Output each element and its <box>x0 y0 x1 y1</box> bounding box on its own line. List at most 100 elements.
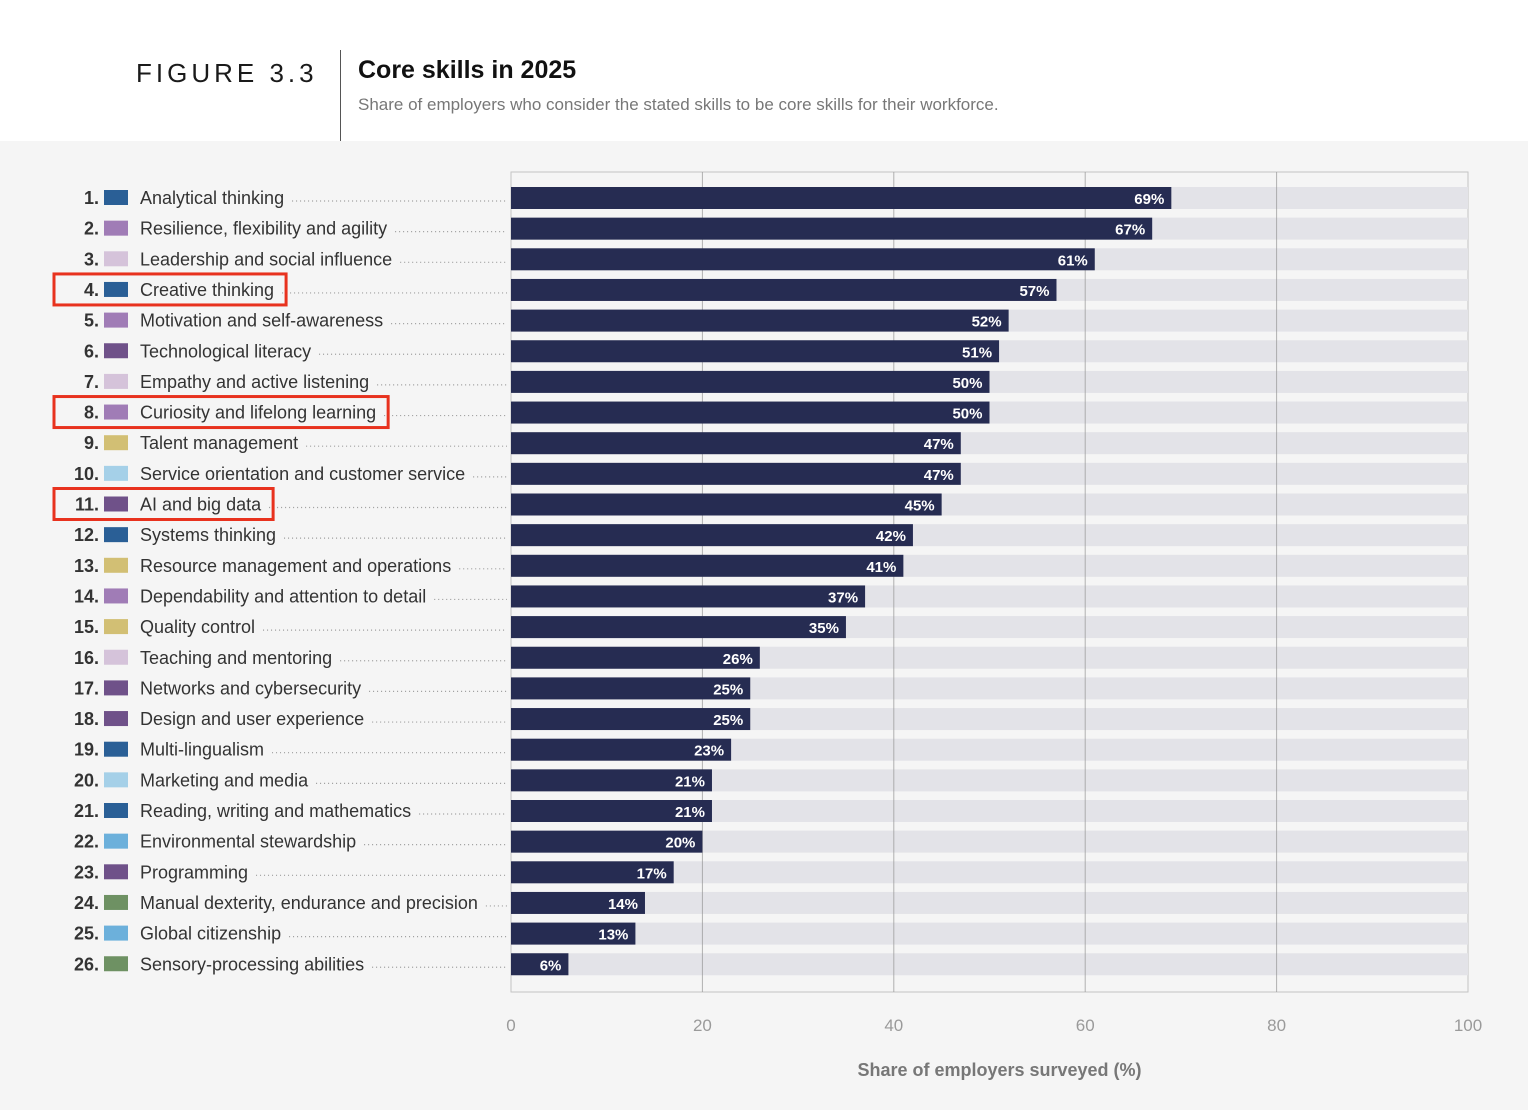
bar-track <box>511 861 1468 884</box>
bar-value-label: 25% <box>713 681 743 698</box>
bar-value-label: 51% <box>962 344 992 361</box>
bar-5 <box>511 309 1009 332</box>
bar-value-label: 41% <box>866 559 896 576</box>
plot-frame <box>510 171 1469 993</box>
bar-18 <box>511 708 751 731</box>
bar-value-label: 50% <box>952 406 982 423</box>
rank-number: 2. <box>84 219 99 239</box>
category-swatch <box>104 281 128 297</box>
category-swatch <box>104 680 128 696</box>
skill-label: Design and user experience <box>140 709 364 729</box>
bar-4 <box>511 278 1057 301</box>
bar-value-label: 26% <box>723 651 753 668</box>
bar-2 <box>511 217 1153 240</box>
skill-label: Quality control <box>140 617 255 637</box>
bar-25 <box>511 922 636 945</box>
category-swatch <box>104 312 128 328</box>
skill-label: Marketing and media <box>140 770 309 790</box>
category-swatch <box>104 803 128 818</box>
rank-number: 25. <box>74 924 99 944</box>
bar-value-label: 23% <box>694 743 724 760</box>
bar-26 <box>511 953 569 976</box>
rank-number: 18. <box>74 709 99 729</box>
skill-label: Empathy and active listening <box>140 372 369 392</box>
rank-number: 20. <box>74 770 99 790</box>
skill-label: Technological literacy <box>140 341 311 361</box>
skill-label: Dependability and attention to detail <box>140 586 426 606</box>
category-swatch <box>104 404 128 420</box>
category-swatch <box>104 251 128 267</box>
category-swatch <box>104 588 128 604</box>
bar-track <box>511 738 1468 761</box>
bar-20 <box>511 769 712 792</box>
skill-label: Programming <box>140 862 248 882</box>
bar-11 <box>511 493 942 516</box>
skill-label: Motivation and self-awareness <box>140 311 383 331</box>
bar-value-label: 67% <box>1115 222 1145 239</box>
skill-label: Networks and cybersecurity <box>140 678 361 698</box>
skill-label: Talent management <box>140 433 298 453</box>
bar-17 <box>511 677 751 700</box>
category-swatch <box>104 496 128 512</box>
category-swatch <box>104 711 128 727</box>
category-swatch <box>104 343 128 359</box>
category-swatch <box>104 894 128 910</box>
bar-value-label: 52% <box>972 314 1002 331</box>
skill-label: Leadership and social influence <box>140 249 392 269</box>
bar-value-label: 6% <box>540 957 562 974</box>
bar-value-label: 57% <box>1019 283 1049 300</box>
bar-value-label: 42% <box>876 528 906 545</box>
bar-track <box>511 891 1468 914</box>
x-tick-label: 80 <box>1267 1016 1286 1035</box>
rank-number: 24. <box>74 893 99 913</box>
skill-label: AI and big data <box>140 495 262 515</box>
category-swatch <box>104 772 128 788</box>
bar-21 <box>511 800 712 822</box>
highlight-box <box>52 272 288 307</box>
chart-title: Core skills in 2025 <box>358 56 577 84</box>
bar-24 <box>511 891 645 914</box>
bar-value-label: 13% <box>598 927 628 944</box>
rank-number: 22. <box>74 832 99 852</box>
category-swatch <box>104 956 128 972</box>
category-swatch <box>104 190 128 205</box>
bar-track <box>511 769 1468 792</box>
bar-22 <box>511 830 703 853</box>
skill-label: Manual dexterity, endurance and precisio… <box>140 893 478 913</box>
rank-number: 1. <box>84 188 99 208</box>
figure-number: FIGURE 3.3 <box>136 58 318 88</box>
bar-track <box>511 953 1468 976</box>
skill-label: Resource management and operations <box>140 556 451 576</box>
bar-value-label: 25% <box>713 712 743 729</box>
rank-number: 14. <box>74 586 99 606</box>
rank-number: 13. <box>74 556 99 576</box>
bar-9 <box>511 432 961 455</box>
x-tick-label: 20 <box>693 1016 712 1035</box>
bar-value-label: 20% <box>665 835 695 852</box>
skill-label: Global citizenship <box>140 924 281 944</box>
chart-subtitle: Share of employers who consider the stat… <box>358 95 999 114</box>
bar-track <box>511 922 1468 945</box>
skill-label: Service orientation and customer service <box>140 464 465 484</box>
category-swatch <box>104 619 128 635</box>
skill-label: Multi-lingualism <box>140 740 264 760</box>
bar-7 <box>511 370 990 393</box>
bar-value-label: 35% <box>809 620 839 637</box>
skill-label: Teaching and mentoring <box>140 648 332 668</box>
bar-value-label: 69% <box>1134 191 1164 208</box>
bar-12 <box>511 524 913 547</box>
rank-number: 10. <box>74 464 99 484</box>
x-tick-label: 100 <box>1454 1016 1482 1035</box>
bar-value-label: 47% <box>924 436 954 453</box>
skill-label: Analytical thinking <box>140 188 284 208</box>
bar-track <box>511 830 1468 853</box>
skill-label: Creative thinking <box>140 280 274 300</box>
rank-number: 11. <box>75 495 99 515</box>
x-tick-label: 0 <box>506 1016 515 1035</box>
bar-15 <box>511 616 846 639</box>
rank-number: 16. <box>74 648 99 668</box>
bar-value-label: 17% <box>637 865 667 882</box>
rank-number: 23. <box>74 862 99 882</box>
category-swatch <box>104 557 128 573</box>
